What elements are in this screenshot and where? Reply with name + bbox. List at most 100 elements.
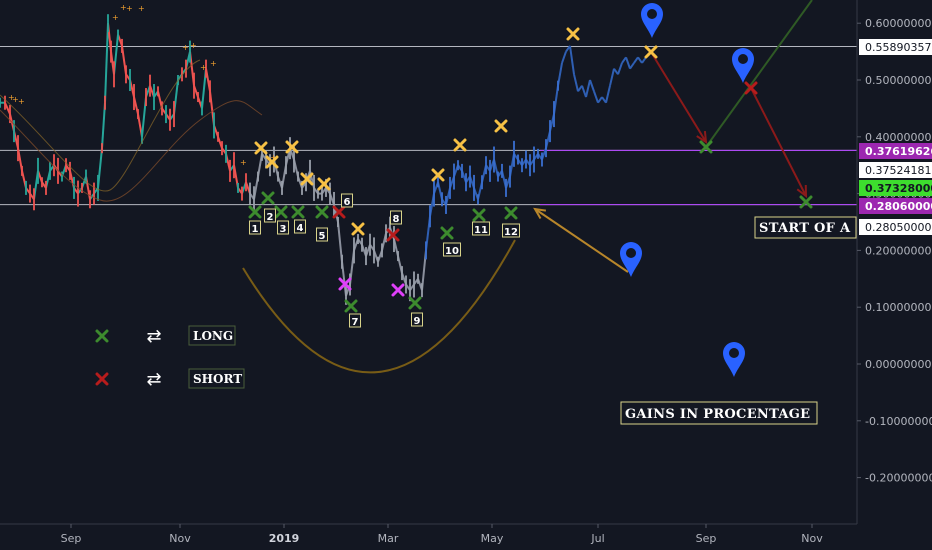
price-label: 0.28060000: [865, 200, 932, 213]
long-marker: [261, 191, 275, 205]
price-series: ++ +++ + ++ ++ +++: [0, 3, 647, 305]
annotation-text: START OF A: [759, 221, 851, 236]
take-profit-marker: [644, 45, 658, 59]
long-marker: [504, 206, 518, 220]
price-label-bg: [859, 180, 932, 196]
price-label-bg: [859, 39, 932, 55]
pin-icon: [620, 242, 642, 277]
number-box: [502, 223, 520, 238]
long-marker-stroke: [699, 140, 713, 154]
short-marker-stroke: [332, 205, 346, 219]
number-label: 8: [393, 214, 400, 225]
series-line: [637, 56, 643, 64]
projection-arrow-down-head: [696, 130, 708, 144]
take-profit-marker: [453, 138, 467, 152]
take-profit-marker-stroke: [566, 27, 580, 41]
pin-icon-shape: [620, 242, 642, 277]
tp-dot: +: [182, 43, 189, 52]
take-profit-marker-stroke: [317, 177, 331, 191]
take-profit-marker-stroke: [453, 138, 467, 152]
long-marker: [408, 296, 422, 310]
legend-label-box: [188, 325, 236, 346]
tp-dot: +: [200, 63, 207, 72]
take-profit-marker-stroke: [351, 222, 365, 236]
short-marker-stroke: [744, 81, 758, 95]
series-line: [605, 85, 611, 103]
number-box: [411, 312, 423, 327]
pin-icon: [723, 342, 745, 377]
projection-arrows: [533, 0, 813, 273]
number-label: 12: [504, 227, 518, 238]
series-line: [625, 56, 631, 69]
projection-arrow-up: [705, 0, 813, 148]
annotation-box: [754, 216, 857, 239]
y-tick-label: -0.10000000: [865, 415, 932, 428]
x-tick-label: Jul: [590, 532, 604, 545]
annotation-box: [620, 401, 818, 425]
long-marker-stroke: [799, 195, 813, 209]
x-tick-label: 2019: [269, 532, 300, 545]
tp-dot: +: [138, 4, 145, 13]
price-label: 0.37619626: [865, 145, 932, 158]
long-marker: [291, 205, 305, 219]
number-label: 5: [319, 231, 326, 242]
y-tick-label: 0.40000000: [865, 131, 931, 144]
price-label-bg: [859, 143, 932, 159]
tp-dot: +: [12, 95, 19, 104]
bowl-curve: [242, 239, 516, 374]
long-marker: [248, 205, 262, 219]
series-line: [617, 62, 623, 75]
pin-icon-hole: [626, 248, 636, 258]
take-profit-marker-stroke: [300, 172, 314, 186]
x-tick-label: Nov: [169, 532, 191, 545]
legend: ⇄ LONG ⇄ SHORT: [95, 325, 245, 390]
tp-dot: +: [210, 59, 217, 68]
number-box: [277, 220, 289, 235]
legend-marker: [95, 372, 109, 386]
long-marker-stroke: [261, 191, 275, 205]
price-label: 0.37328000: [865, 182, 932, 195]
series-line: [597, 96, 603, 104]
series-line: [104, 23, 109, 103]
stop-marker-stroke: [338, 277, 352, 291]
short-marker: [744, 81, 758, 95]
number-box: [472, 221, 490, 236]
long-marker-stroke: [248, 205, 262, 219]
legend-label: LONG: [193, 329, 233, 343]
pin-icon-hole: [729, 348, 739, 358]
short-marker: [386, 228, 400, 242]
projection-arrow-down: [650, 51, 707, 143]
swap-icon: ⇄: [146, 326, 161, 347]
long-marker: [799, 195, 813, 209]
long-marker-stroke: [504, 206, 518, 220]
price-label-bg: [859, 219, 932, 235]
number-label: 9: [414, 316, 421, 327]
moving-average: [0, 100, 263, 202]
take-profit-marker-stroke: [644, 45, 658, 59]
number-box: [390, 210, 402, 225]
stop-marker: [391, 283, 405, 297]
number-box: [341, 193, 353, 208]
take-profit-marker-stroke: [254, 141, 268, 155]
take-profit-marker-stroke: [285, 140, 299, 154]
number-label: 1: [252, 224, 259, 235]
series-line: [633, 56, 639, 64]
number-box: [349, 313, 361, 328]
moving-average: [0, 59, 201, 192]
long-marker-stroke: [291, 205, 305, 219]
long-marker: [699, 140, 713, 154]
y-tick-label: 0.00000000: [865, 358, 931, 371]
tp-dot: +: [18, 97, 25, 106]
take-profit-marker-stroke: [494, 119, 508, 133]
x-tick-label: Sep: [696, 532, 717, 545]
number-box: [316, 227, 328, 242]
series-line: [569, 45, 575, 75]
y-tick-label: 0.60000000: [865, 17, 931, 30]
number-label: 7: [352, 317, 359, 328]
number-label: 11: [474, 225, 488, 236]
pointer-arrow-head: [533, 207, 547, 220]
long-marker-stroke: [440, 226, 454, 240]
y-tick-label: -0.20000000: [865, 472, 932, 485]
tp-dot: +: [120, 3, 127, 12]
